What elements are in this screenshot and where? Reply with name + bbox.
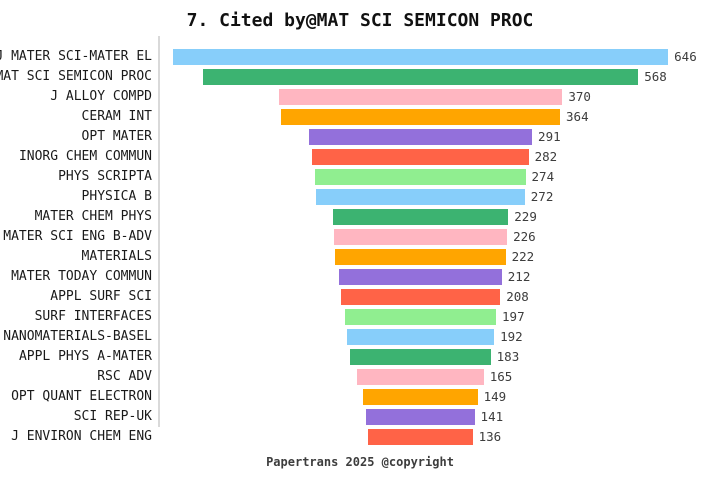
bar <box>346 329 495 345</box>
value-label: 141 <box>480 409 504 424</box>
category-label: PHYSICA B <box>81 189 152 204</box>
category-label: CERAM INT <box>81 109 152 124</box>
category-label: MATER TODAY COMMUN <box>11 269 152 284</box>
value-label: 192 <box>500 329 523 344</box>
bar <box>308 129 533 145</box>
category-label: MATER SCI ENG B-ADV <box>3 229 152 244</box>
category-label: PHYS SCRIPTA <box>58 169 152 184</box>
value-label: 136 <box>478 429 502 444</box>
category-label: MAT SCI SEMICON PROC <box>0 69 152 84</box>
bar <box>333 229 508 245</box>
category-label: SCI REP-UK <box>73 409 152 424</box>
bar <box>172 49 669 65</box>
bar <box>332 209 509 225</box>
category-label: APPL PHYS A-MATER <box>18 349 152 364</box>
value-label: 568 <box>644 69 667 84</box>
category-label: APPL SURF SCI <box>50 289 152 304</box>
category-label: J ALLOY COMPD <box>50 89 152 104</box>
value-label: 149 <box>483 389 507 404</box>
category-label: NANOMATERIALS-BASEL <box>3 329 152 344</box>
value-label: 370 <box>568 89 591 104</box>
bar <box>368 429 473 445</box>
category-label: MATER CHEM PHYS <box>34 209 152 224</box>
category-label: OPT MATER <box>81 129 152 144</box>
bar <box>363 389 478 405</box>
bar <box>280 109 561 125</box>
bar <box>344 309 496 325</box>
value-label: 229 <box>514 209 537 224</box>
bar <box>350 349 491 365</box>
category-label: INORG CHEM COMMUN <box>18 149 152 164</box>
value-label: 282 <box>534 149 558 164</box>
value-label: 274 <box>531 169 555 184</box>
chart-title: 7. Cited by@MAT SCI SEMICON PROC <box>186 10 534 31</box>
category-label: RSC ADV <box>97 369 152 384</box>
value-label: 222 <box>511 249 535 264</box>
value-label: 165 <box>489 369 513 384</box>
bar <box>312 149 529 165</box>
y-axis-line <box>158 36 160 427</box>
category-label: J MATER SCI-MATER EL <box>0 49 152 64</box>
value-label: 646 <box>674 49 697 64</box>
value-label: 291 <box>538 129 561 144</box>
category-label: OPT QUANT ELECTRON <box>11 389 152 404</box>
bar <box>202 69 639 85</box>
bar <box>339 269 502 285</box>
bar <box>340 289 501 305</box>
bar <box>315 169 526 185</box>
value-label: 364 <box>566 109 589 124</box>
category-label: SURF INTERFACES <box>34 309 152 324</box>
bar <box>316 189 525 205</box>
bar <box>278 89 563 105</box>
bar <box>335 249 506 265</box>
value-label: 208 <box>506 289 529 304</box>
value-label: 197 <box>502 309 525 324</box>
category-label: MATERIALS <box>81 249 152 264</box>
bar <box>357 369 484 385</box>
category-label: J ENVIRON CHEM ENG <box>11 429 152 444</box>
value-label: 226 <box>513 229 536 244</box>
value-label: 272 <box>530 189 554 204</box>
value-label: 183 <box>496 349 520 364</box>
bar <box>366 409 475 425</box>
value-label: 212 <box>507 269 531 284</box>
footer-copyright: Papertrans 2025 @copyright <box>266 455 454 469</box>
